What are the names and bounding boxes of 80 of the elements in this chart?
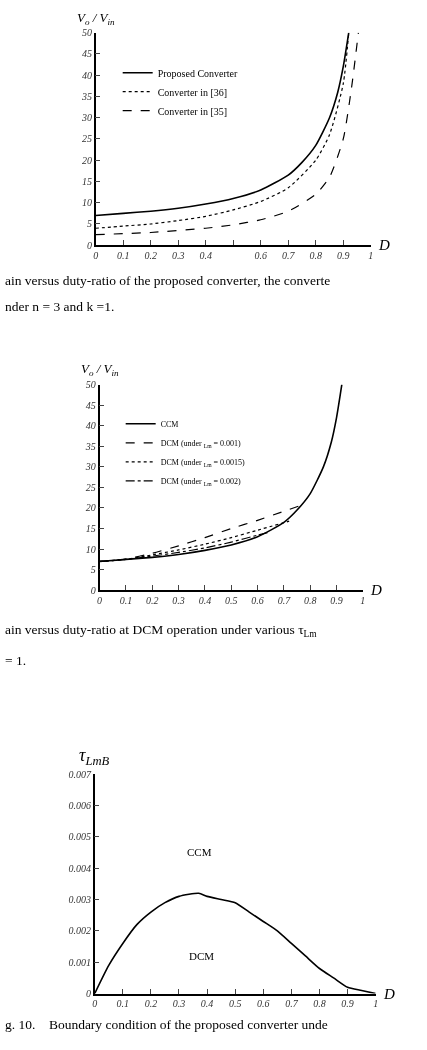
y-tick-label: 25 <box>81 133 92 145</box>
x-tick-label: 0.2 <box>144 998 158 1010</box>
x-tick-label: 0.4 <box>200 998 214 1010</box>
x-tick-label: 0.1 <box>116 249 130 261</box>
x-tick-label: 0.9 <box>330 595 343 606</box>
x-tick-label: 0.6 <box>254 249 267 261</box>
y-tick-label: 50 <box>81 27 92 39</box>
x-tick-label: 0.5 <box>224 595 238 606</box>
legend-label: CCM <box>160 419 179 429</box>
y-axis-title: V$_{o}$ / V$_{in}$ <box>81 361 120 378</box>
y-tick-label: 45 <box>81 48 92 60</box>
x-tick-label: 1 <box>368 249 374 261</box>
x-tick-label: 0.8 <box>303 595 317 606</box>
x-tick-label: 0.8 <box>313 998 326 1010</box>
y-tick-label: 0 <box>86 239 92 251</box>
x-tick-label: 0.4 <box>199 249 212 261</box>
y-tick-label: 35 <box>80 90 92 102</box>
text: ain versus duty-ratio of the proposed converter, the converte <box>5 273 331 288</box>
y-tick-label: 50 <box>85 379 96 391</box>
y-tick-label: 30 <box>80 112 92 124</box>
x-tick-label: 0.9 <box>341 998 354 1010</box>
y-tick-label: 0.001 <box>68 956 91 968</box>
y-tick-label: 0.006 <box>68 799 91 811</box>
x-tick-label: 0.5 <box>228 998 242 1010</box>
legend-label: DCM (under $_{Lm}$ = 0.001) <box>160 438 242 449</box>
y-tick-label: 0.004 <box>68 862 91 874</box>
legend-label: Converter in [36] <box>157 86 228 98</box>
y-tick-label: 0.007 <box>68 768 92 780</box>
y-tick-label: 15 <box>85 523 96 535</box>
y-tick-label: 15 <box>81 175 92 187</box>
y-tick-label: 20 <box>85 502 96 514</box>
y-tick-label: 10 <box>81 197 92 209</box>
x-tick-label: 0.4 <box>198 595 212 606</box>
x-tick-label: 0.1 <box>116 998 130 1010</box>
annotation: DCM <box>189 950 215 962</box>
y-tick-label: 0.003 <box>68 894 91 906</box>
y-axis-title: V$_{o}$ / V$_{in}$ <box>77 10 116 27</box>
x-tick-label: 0 <box>97 595 103 606</box>
x-tick-label: 0.9 <box>337 249 350 261</box>
y-tick-label: 40 <box>85 420 96 432</box>
y-tick-label: 45 <box>85 399 96 411</box>
x-tick-label: 0.3 <box>172 595 185 606</box>
y-tick-label: 30 <box>84 461 96 473</box>
x-tick-label: 0.8 <box>309 249 322 261</box>
y-tick-label: 0.002 <box>68 925 91 937</box>
text: nder n = 3 and k =1. <box>5 299 115 314</box>
x-tick-label: 0.1 <box>119 595 133 606</box>
x-tick-label: 0.2 <box>146 595 159 606</box>
x-tick-label: 0.7 <box>285 998 299 1010</box>
legend-label: Proposed Converter <box>157 67 239 79</box>
text: g. 10. Boundary condition of the proposed converter unde <box>5 1017 328 1032</box>
y-tick-label: 20 <box>81 154 92 166</box>
y-tick-label: 5 <box>86 218 92 230</box>
x-tick-label: 1 <box>373 998 379 1010</box>
y-tick-label: 5 <box>90 564 96 576</box>
y-axis-title: τ$_{LmB}$ <box>79 745 110 768</box>
x-axis-title: D <box>370 582 382 598</box>
y-tick-label: 35 <box>84 440 96 452</box>
y-tick-label: 0 <box>85 988 91 1000</box>
x-tick-label: 0.3 <box>172 998 186 1010</box>
y-tick-label: 0.005 <box>68 831 91 843</box>
x-axis-title: D <box>378 237 390 253</box>
x-tick-label: 0.6 <box>251 595 264 606</box>
y-tick-label: 10 <box>85 543 96 555</box>
legend-label: Converter in [35] <box>157 105 228 117</box>
x-tick-label: 1 <box>360 595 366 606</box>
y-tick-label: 0 <box>90 584 96 596</box>
x-axis-title: D <box>383 986 395 1002</box>
legend-label: DCM (under $_{Lm}$ = 0.0015) <box>160 457 246 468</box>
x-tick-label: 0.2 <box>144 249 157 261</box>
text: ain versus duty-ratio at DCM operation under various τ$_{Lm}$ <box>5 622 318 639</box>
text: = 1. <box>5 653 27 668</box>
x-tick-label: 0.6 <box>257 998 270 1010</box>
legend-label: DCM (under $_{Lm}$ = 0.002) <box>160 476 242 487</box>
annotation: CCM <box>187 846 212 858</box>
x-tick-label: 0.7 <box>277 595 292 606</box>
y-tick-label: 25 <box>85 481 96 493</box>
x-tick-label: 0.3 <box>171 249 185 261</box>
y-tick-label: 40 <box>81 69 92 81</box>
x-tick-label: 0.7 <box>281 249 296 261</box>
